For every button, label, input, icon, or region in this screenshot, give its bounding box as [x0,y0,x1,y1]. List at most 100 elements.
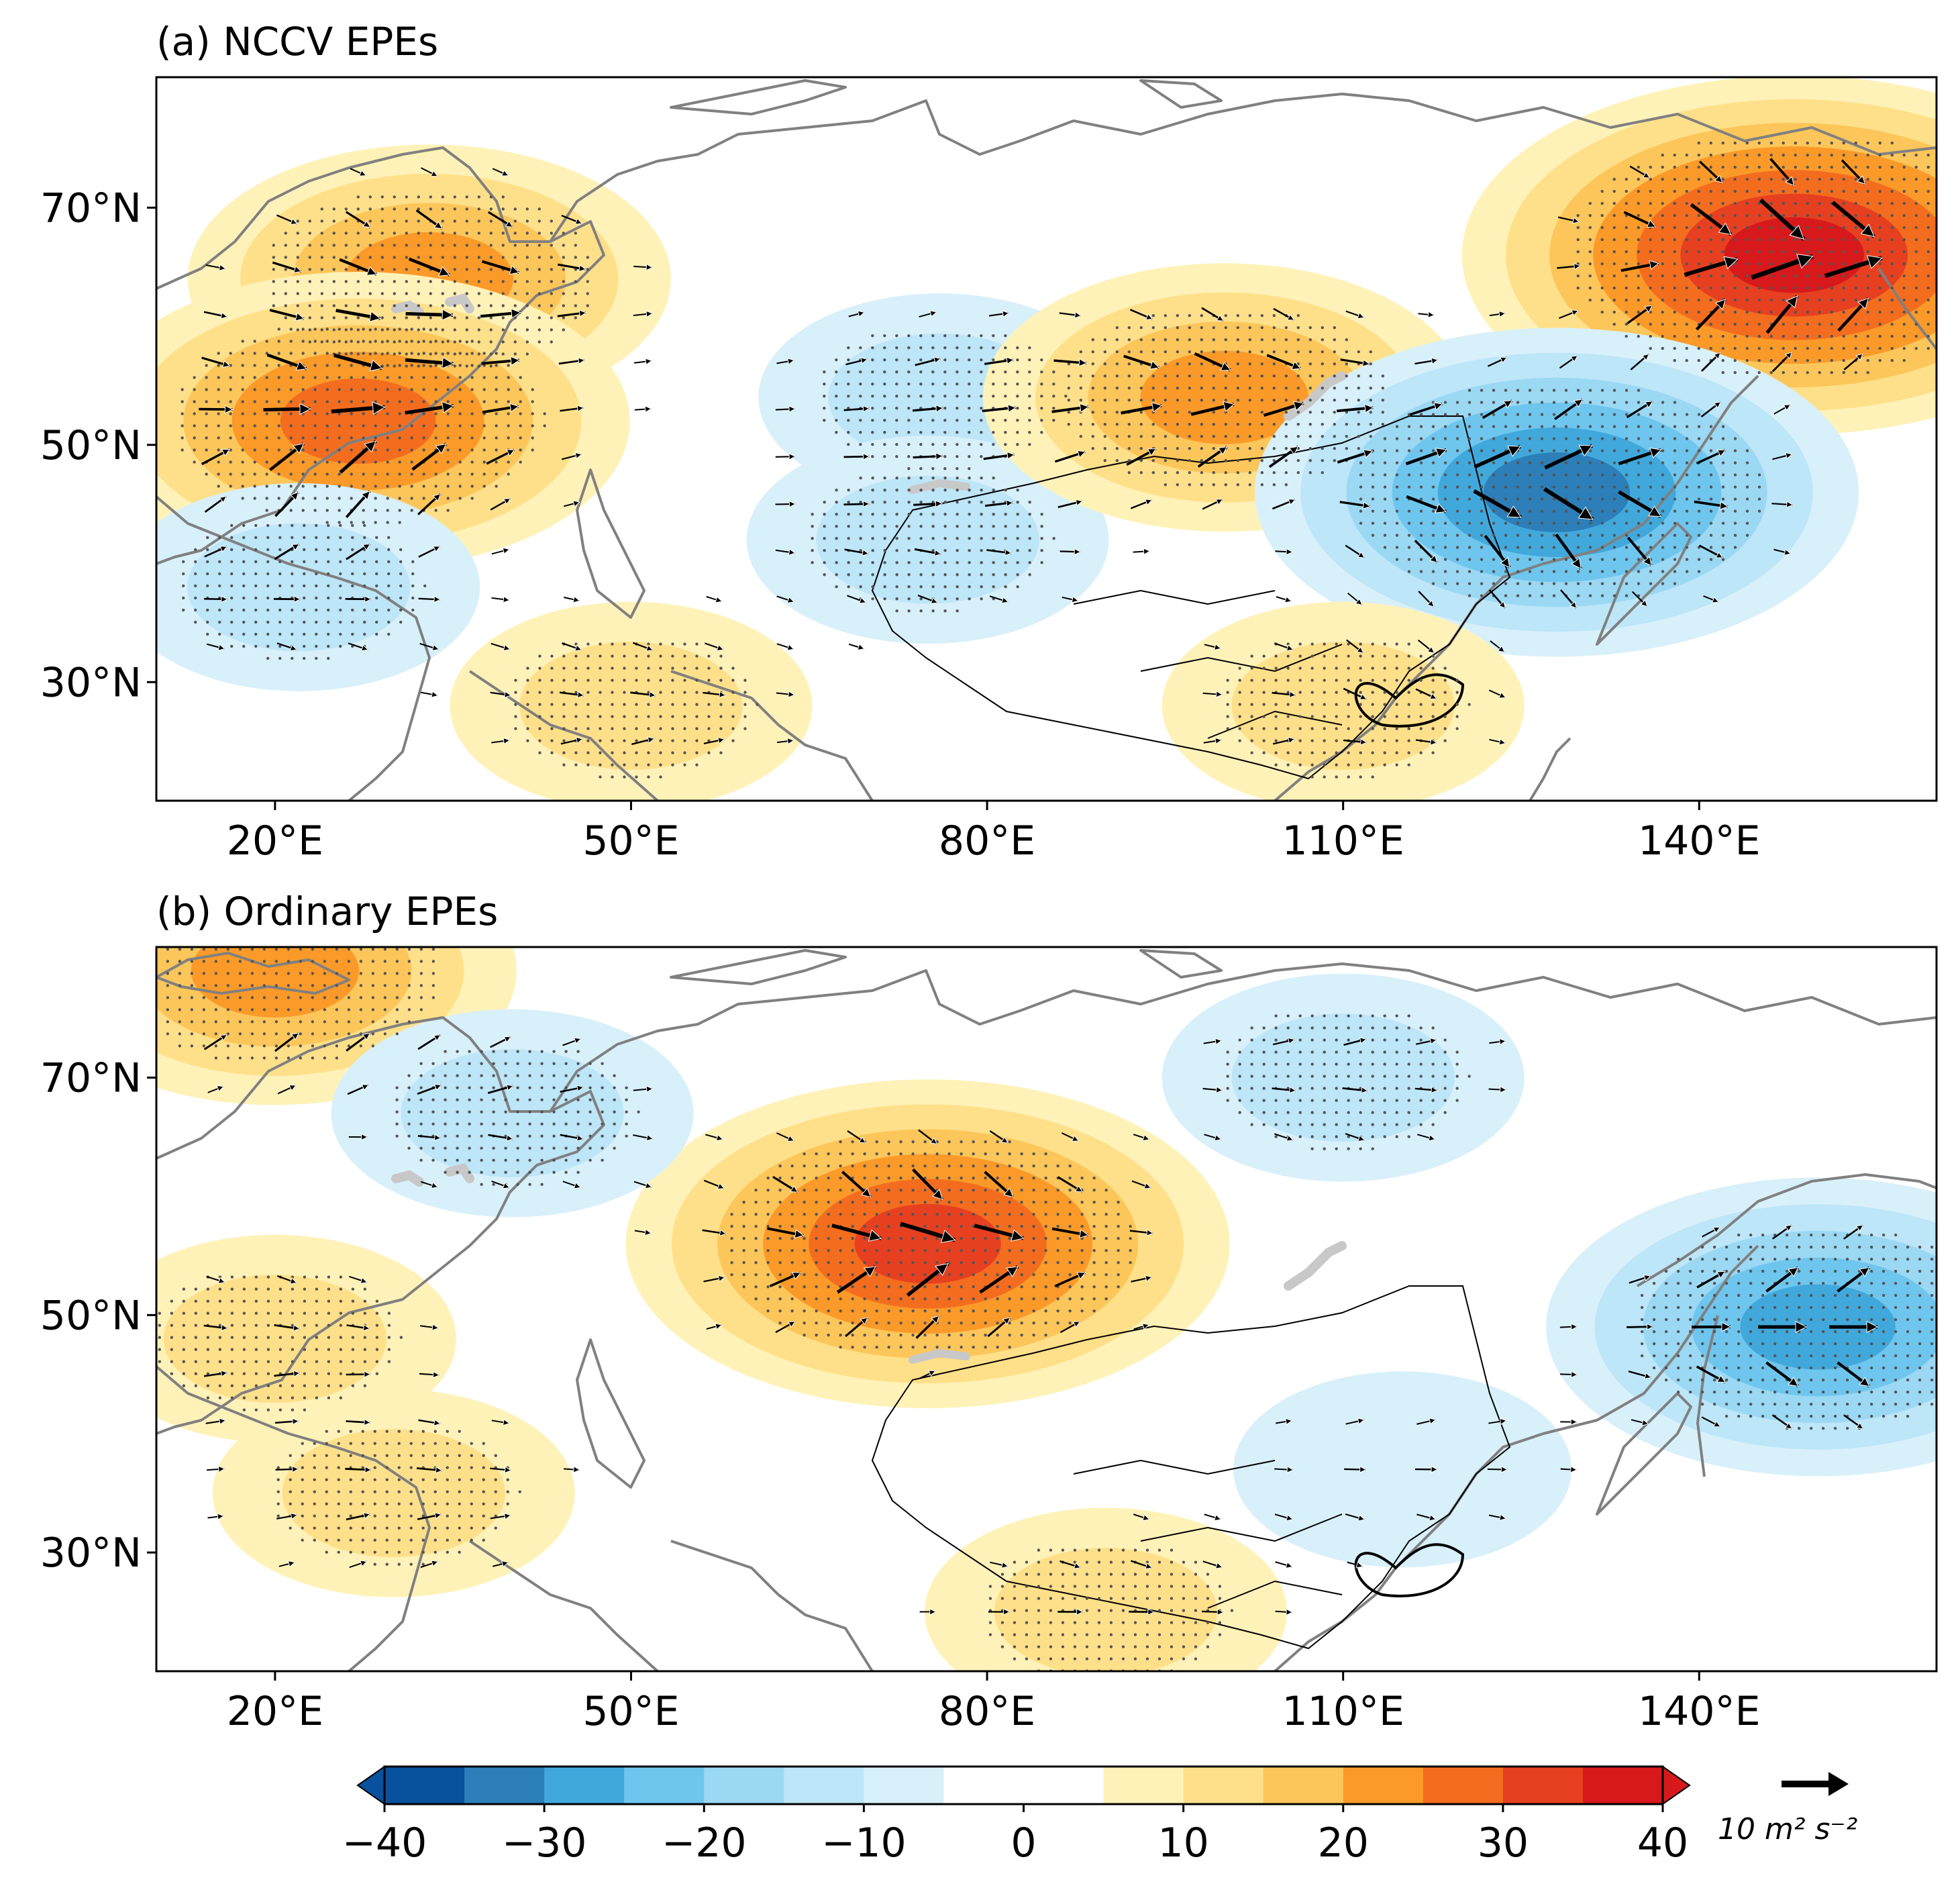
stipple-dot [1612,582,1616,585]
stipple-dot [193,460,196,464]
flux-arrow-head [1648,505,1662,517]
stipple-dot [504,1098,507,1101]
stipple-dot [356,352,360,356]
stipple-dot [1782,213,1785,217]
stipple-dot [1842,201,1845,205]
stipple-dot [410,328,413,331]
stipple-dot [564,1171,568,1174]
stipple-dot [241,400,244,403]
stipple-dot [1371,473,1375,477]
stipple-dot [332,304,336,307]
stipple-dot [1854,213,1857,217]
stipple-dot [495,473,498,476]
stipple-dot [1866,250,1869,254]
stipple-dot [895,454,898,458]
stipple-dot [1902,334,1906,338]
stipple-dot [659,666,662,670]
stipple-dot [374,376,377,379]
stipple-dot [217,388,220,391]
stipple-dot [386,352,389,355]
stipple-dot [803,1189,806,1192]
stipple-dot [1032,1177,1035,1180]
stipple-dot [907,585,911,589]
stipple-dot [1733,449,1737,452]
stipple-dot [456,1134,459,1138]
stipple-dot [525,328,529,332]
stipple-dot [1733,497,1737,501]
stipple-dot [495,485,498,488]
stipple-dot [395,996,399,999]
stipple-dot [1588,534,1592,537]
stipple-dot [564,1050,568,1053]
stipple-dot [1236,350,1240,354]
stipple-dot [386,509,389,512]
stipple-dot [899,1285,902,1289]
stipple-dot [242,608,246,612]
stipple-dot [1176,338,1180,342]
stipple-dot [344,280,348,283]
stipple-dot [883,501,886,504]
stipple-dot [1652,1366,1656,1370]
stipple-dot [935,1177,939,1180]
stipple-dot [277,388,280,391]
stipple-dot [230,596,234,600]
stipple-dot [907,513,911,516]
stipple-dot [1661,497,1665,501]
stipple-dot [564,1086,568,1089]
stipple-dot [1673,509,1677,513]
stipple-dot [863,1213,866,1216]
stipple-dot [320,292,323,295]
stipple-dot [130,972,133,975]
stipple-dot [266,608,270,612]
stipple-dot [803,1334,806,1337]
stipple-dot [1866,165,1869,169]
stipple-dot [1115,398,1119,402]
stipple-dot [272,280,275,283]
stipple-dot [911,1177,915,1180]
stipple-dot [683,751,686,754]
stipple-dot [1661,165,1664,169]
stipple-dot [1188,386,1192,390]
stipple-dot [564,1146,568,1150]
stipple-dot [895,346,898,350]
stipple-dot [943,525,947,528]
stipple-dot [253,352,256,355]
stipple-dot [465,280,468,283]
stipple-dot [907,609,911,613]
stipple-dot [395,1008,399,1011]
stipple-dot [1395,727,1398,730]
stipple-dot [1878,189,1881,193]
stipple-dot [1371,715,1374,718]
stipple-dot [1818,153,1821,157]
stipple-dot [1016,585,1019,589]
stipple-dot [350,424,353,428]
stipple-dot [296,244,299,247]
stipple-dot [815,1261,818,1264]
stipple-dot [1236,458,1240,462]
stipple-dot [919,430,923,434]
stipple-dot [1040,406,1043,410]
stipple-dot [350,521,353,524]
stipple-dot [947,1334,951,1337]
stipple-dot [1637,413,1641,416]
stipple-dot [599,691,602,694]
stipple-dot [1212,446,1216,450]
stipple-dot [576,1050,580,1053]
stipple-dot [923,1249,927,1252]
stipple-dot [742,1213,745,1216]
stipple-dot [1431,679,1435,682]
stipple-dot [166,948,170,951]
flux-arrow-head [511,308,521,319]
flux-arrow-head [715,596,723,603]
stipple-dot [313,473,317,476]
stipple-dot [923,1164,927,1168]
stipple-dot [835,513,838,516]
stipple-dot [266,584,270,588]
stipple-dot [1818,177,1821,181]
stipple-dot [766,1189,770,1192]
stipple-dot [265,424,268,428]
flux-arrow-head [1498,738,1506,746]
stipple-dot [458,340,462,343]
stipple-dot [1902,189,1906,193]
stipple-dot [778,1261,782,1264]
